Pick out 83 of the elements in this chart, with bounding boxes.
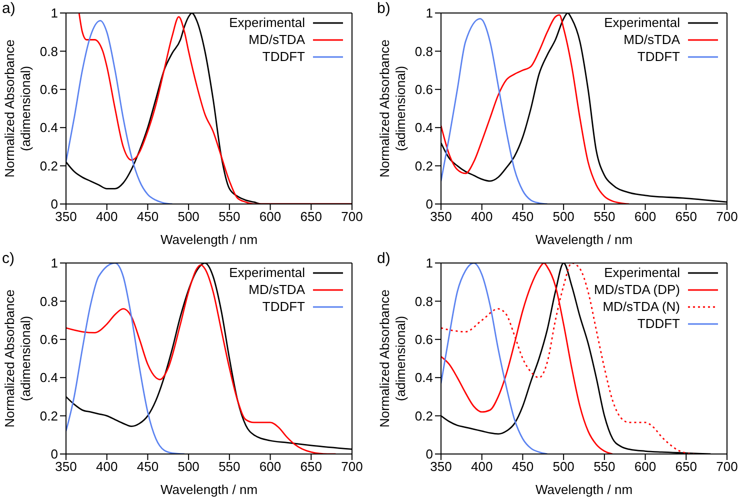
x-axis-title: Wavelength / nm <box>160 482 258 497</box>
y-tick-label: 1 <box>426 256 433 271</box>
x-tick-label: 700 <box>716 209 738 224</box>
y-tick-label: 0.2 <box>414 158 433 174</box>
x-tick-label: 400 <box>96 459 118 474</box>
x-tick-label: 350 <box>430 459 452 474</box>
y-tick-label: 0 <box>426 446 433 462</box>
x-tick-label: 500 <box>552 209 574 224</box>
x-tick-label: 400 <box>471 209 493 224</box>
y-axis-title: Normalized Absorbance (adimensional) <box>377 39 408 178</box>
legend-label: MD/sTDA <box>248 31 305 48</box>
legend-label: MD/sTDA <box>248 281 305 298</box>
x-tick-label: 550 <box>594 209 616 224</box>
x-tick-label: 550 <box>218 209 240 224</box>
x-tick-label: 600 <box>259 459 282 474</box>
y-tick-label: 0.6 <box>40 332 58 348</box>
chart-title: c) <box>2 250 14 267</box>
chart-title: b) <box>377 0 390 17</box>
x-axis-title: Wavelength / nm <box>535 482 633 497</box>
x-tick-label: 450 <box>136 209 159 224</box>
legend-label: TDDFT <box>262 48 305 65</box>
x-tick-label: 600 <box>634 209 656 224</box>
y-axis-title: Normalized Absorbance (adimensional) <box>377 289 408 428</box>
y-tick-label: 0.4 <box>40 120 58 136</box>
y-tick-label: 0.8 <box>40 294 58 309</box>
y-tick-label: 0.4 <box>40 370 58 386</box>
x-axis-title: Wavelength / nm <box>160 232 258 247</box>
x-tick-label: 700 <box>341 209 363 224</box>
y-tick-label: 0.2 <box>40 408 58 424</box>
y-tick-label: 0.2 <box>414 408 433 424</box>
line-series <box>441 18 548 204</box>
legend-label: Experimental <box>229 14 305 31</box>
line-series <box>66 20 173 204</box>
x-tick-label: 650 <box>300 459 322 474</box>
legend-label: MD/sTDA (N) <box>602 298 680 315</box>
y-tick-label: 1 <box>50 6 58 21</box>
chart-title: d) <box>377 250 390 267</box>
x-tick-label: 500 <box>178 209 200 224</box>
x-tick-label: 650 <box>675 209 697 224</box>
legend-label: TDDFT <box>262 298 305 315</box>
legend-label: TDDFT <box>637 315 680 332</box>
y-tick-label: 1 <box>426 6 433 21</box>
x-tick-label: 500 <box>178 459 200 474</box>
x-tick-label: 650 <box>300 209 322 224</box>
x-tick-label: 500 <box>552 459 574 474</box>
y-tick-label: 0.6 <box>414 82 433 98</box>
legend-label: Experimental <box>604 14 680 31</box>
x-tick-label: 550 <box>594 459 616 474</box>
y-tick-label: 0.4 <box>414 120 433 136</box>
y-tick-label: 0.8 <box>414 44 433 59</box>
x-tick-label: 600 <box>259 209 282 224</box>
y-tick-label: 0.8 <box>414 294 433 309</box>
legend-label: MD/sTDA (DP) <box>594 281 680 298</box>
y-tick-label: 0 <box>426 196 433 212</box>
x-tick-label: 400 <box>471 459 493 474</box>
y-tick-label: 0.6 <box>414 332 433 348</box>
y-tick-label: 0.6 <box>40 82 58 98</box>
x-tick-label: 350 <box>55 459 77 474</box>
x-tick-label: 350 <box>55 209 77 224</box>
x-tick-label: 700 <box>341 459 363 474</box>
y-axis-title: Normalized Absorbance (adimensional) <box>2 289 33 428</box>
x-tick-label: 350 <box>430 209 452 224</box>
x-tick-label: 600 <box>634 459 656 474</box>
y-tick-label: 0 <box>50 446 58 462</box>
legend-label: Experimental <box>229 264 305 281</box>
x-axis-title: Wavelength / nm <box>535 232 633 247</box>
y-tick-label: 0.4 <box>414 370 433 386</box>
chart-title: a) <box>2 0 16 17</box>
x-tick-label: 450 <box>512 209 534 224</box>
legend-label: Experimental <box>604 264 680 281</box>
y-tick-label: 0.2 <box>40 158 58 174</box>
x-tick-label: 450 <box>136 459 159 474</box>
x-tick-label: 700 <box>716 459 738 474</box>
x-tick-label: 400 <box>96 209 118 224</box>
y-tick-label: 0 <box>50 196 58 212</box>
x-tick-label: 450 <box>512 459 534 474</box>
x-tick-label: 650 <box>675 459 697 474</box>
legend-label: MD/sTDA <box>624 31 680 48</box>
y-tick-label: 1 <box>50 256 58 271</box>
x-tick-label: 550 <box>218 459 240 474</box>
legend-label: TDDFT <box>637 48 680 65</box>
y-axis-title: Normalized Absorbance (adimensional) <box>2 39 33 178</box>
y-tick-label: 0.8 <box>40 44 58 59</box>
